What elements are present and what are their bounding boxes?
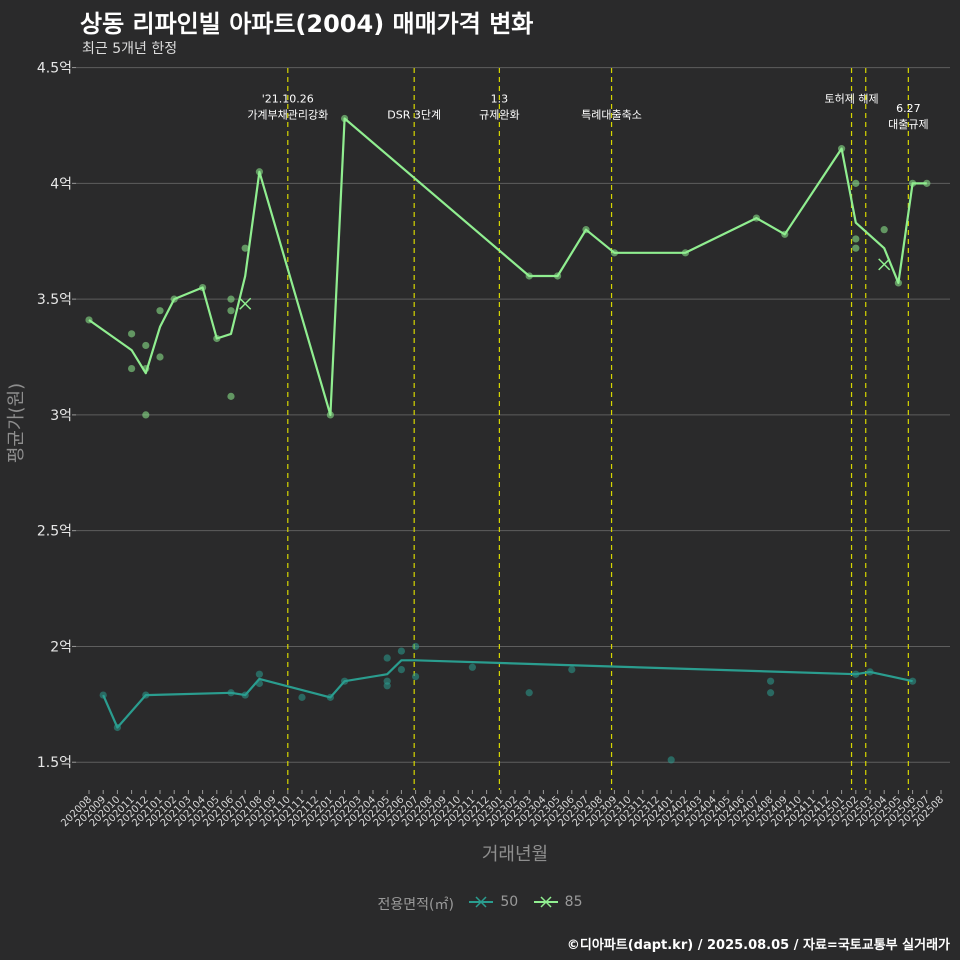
chart-title: 상동 리파인빌 아파트(2004) 매매가격 변화 [80,10,534,38]
event-label: 특례대출축소 [581,109,642,122]
data-point-50 [525,689,533,697]
data-point-50 [326,693,334,701]
event-label: DSR 3단계 [387,109,441,122]
data-point-50 [113,723,121,732]
event-label: 대출규제 [888,118,928,131]
data-point-85 [525,272,533,280]
data-point-50 [99,691,107,699]
data-point-85 [227,295,235,303]
data-point-85 [582,226,590,234]
chart-subtitle: 최근 5개년 한정 [82,41,178,57]
data-point-85 [838,145,846,153]
y-tick-label: 4억 [50,176,72,192]
data-point-85 [852,244,860,252]
data-point-85 [880,226,888,234]
data-point-50 [909,677,917,685]
data-point-85 [156,353,164,361]
data-point-85 [752,214,761,222]
x-axis-title: 거래년월 [482,844,548,865]
data-point-85 [142,364,150,373]
event-markers: '21.10.26 가계부채관리강화 DSR 3단계 1.3 규제완화 특례대출축소 토허제… [247,68,929,790]
y-tick-label: 3억 [50,408,72,424]
y-tick-label: 2.5억 [37,524,72,540]
data-point-85 [852,179,860,187]
data-point-85 [894,279,903,287]
data-point-85 [85,316,93,324]
event-label: '21.10.26 [262,93,314,106]
data-point-85 [227,392,235,400]
data-point-85 [554,272,562,280]
legend-title: 전용면적(㎡) [377,897,454,913]
series-line-50 [102,659,913,729]
data-point-50 [383,682,391,690]
event-label: 1.3 [491,93,509,106]
event-label: 가계부채관리강화 [247,109,328,122]
x-marker-85 [239,297,252,310]
data-point-85 [128,364,136,373]
legend-item-85: 85 [533,894,583,910]
series-line-85 [88,117,927,416]
x-marker-stroke [878,258,891,271]
y-tick-label: 1.5억 [37,755,72,771]
event-label: 토허제 해제 [824,91,878,105]
data-point-85 [909,179,917,187]
data-point-85 [681,249,690,257]
data-point-50 [866,668,874,676]
data-point-50 [241,691,249,699]
data-point-85 [923,179,931,187]
data-point-50 [255,679,263,688]
x-marker-stroke [239,297,252,310]
y-tick-label: 3.5억 [37,292,72,308]
data-point-85 [156,307,164,315]
y-axis-title: 평균가(원) [6,383,27,463]
data-point-85 [610,249,619,257]
data-point-85 [255,168,263,176]
event-label: 6.27 [896,102,921,115]
legend-label-85: 85 [564,894,583,910]
data-point-85 [199,283,207,292]
data-point-85 [341,114,349,123]
data-point-50 [255,670,263,678]
axes: 1.5억2억2.5억3억3.5억4억4.5억202008202009202010… [6,61,946,865]
data-point-50 [667,756,675,764]
data-point-50 [767,677,775,685]
data-point-50 [568,665,576,674]
legend: 전용면적(㎡) 50 85 [0,894,960,914]
data-point-50 [412,642,420,651]
data-point-85 [213,334,221,343]
grid-lines [76,67,950,763]
data-point-85 [227,307,235,315]
data-point-50 [227,689,235,697]
source-caption: ©디아파트(dapt.kr) / 2025.08.05 / 자료=국토교통부 실… [566,938,950,953]
data-point-50 [397,665,405,674]
legend-key-85-icon [533,896,558,908]
data-point-85 [852,235,860,243]
data-point-85 [142,411,150,419]
series-lines [88,117,927,729]
data-point-50 [468,663,476,671]
data-point-50 [298,693,306,701]
data-point-85 [128,330,136,338]
data-points [85,114,931,764]
y-tick-label: 4.5억 [37,61,72,77]
data-point-50 [767,689,775,697]
data-point-85 [781,230,789,238]
data-point-50 [383,654,391,662]
data-point-50 [412,672,420,681]
data-point-85 [326,411,334,419]
data-point-50 [852,670,860,678]
legend-key-50-icon [469,896,494,908]
x-marker-85 [878,258,891,271]
data-point-50 [142,691,150,699]
data-point-50 [397,647,405,655]
y-tick-label: 2억 [50,639,72,655]
data-point-85 [142,341,150,350]
legend-label-50: 50 [500,894,519,910]
data-point-85 [170,295,178,303]
event-label: 규제완화 [479,109,519,122]
data-point-50 [341,677,349,685]
legend-item-50: 50 [468,894,518,910]
data-point-85 [241,244,249,252]
